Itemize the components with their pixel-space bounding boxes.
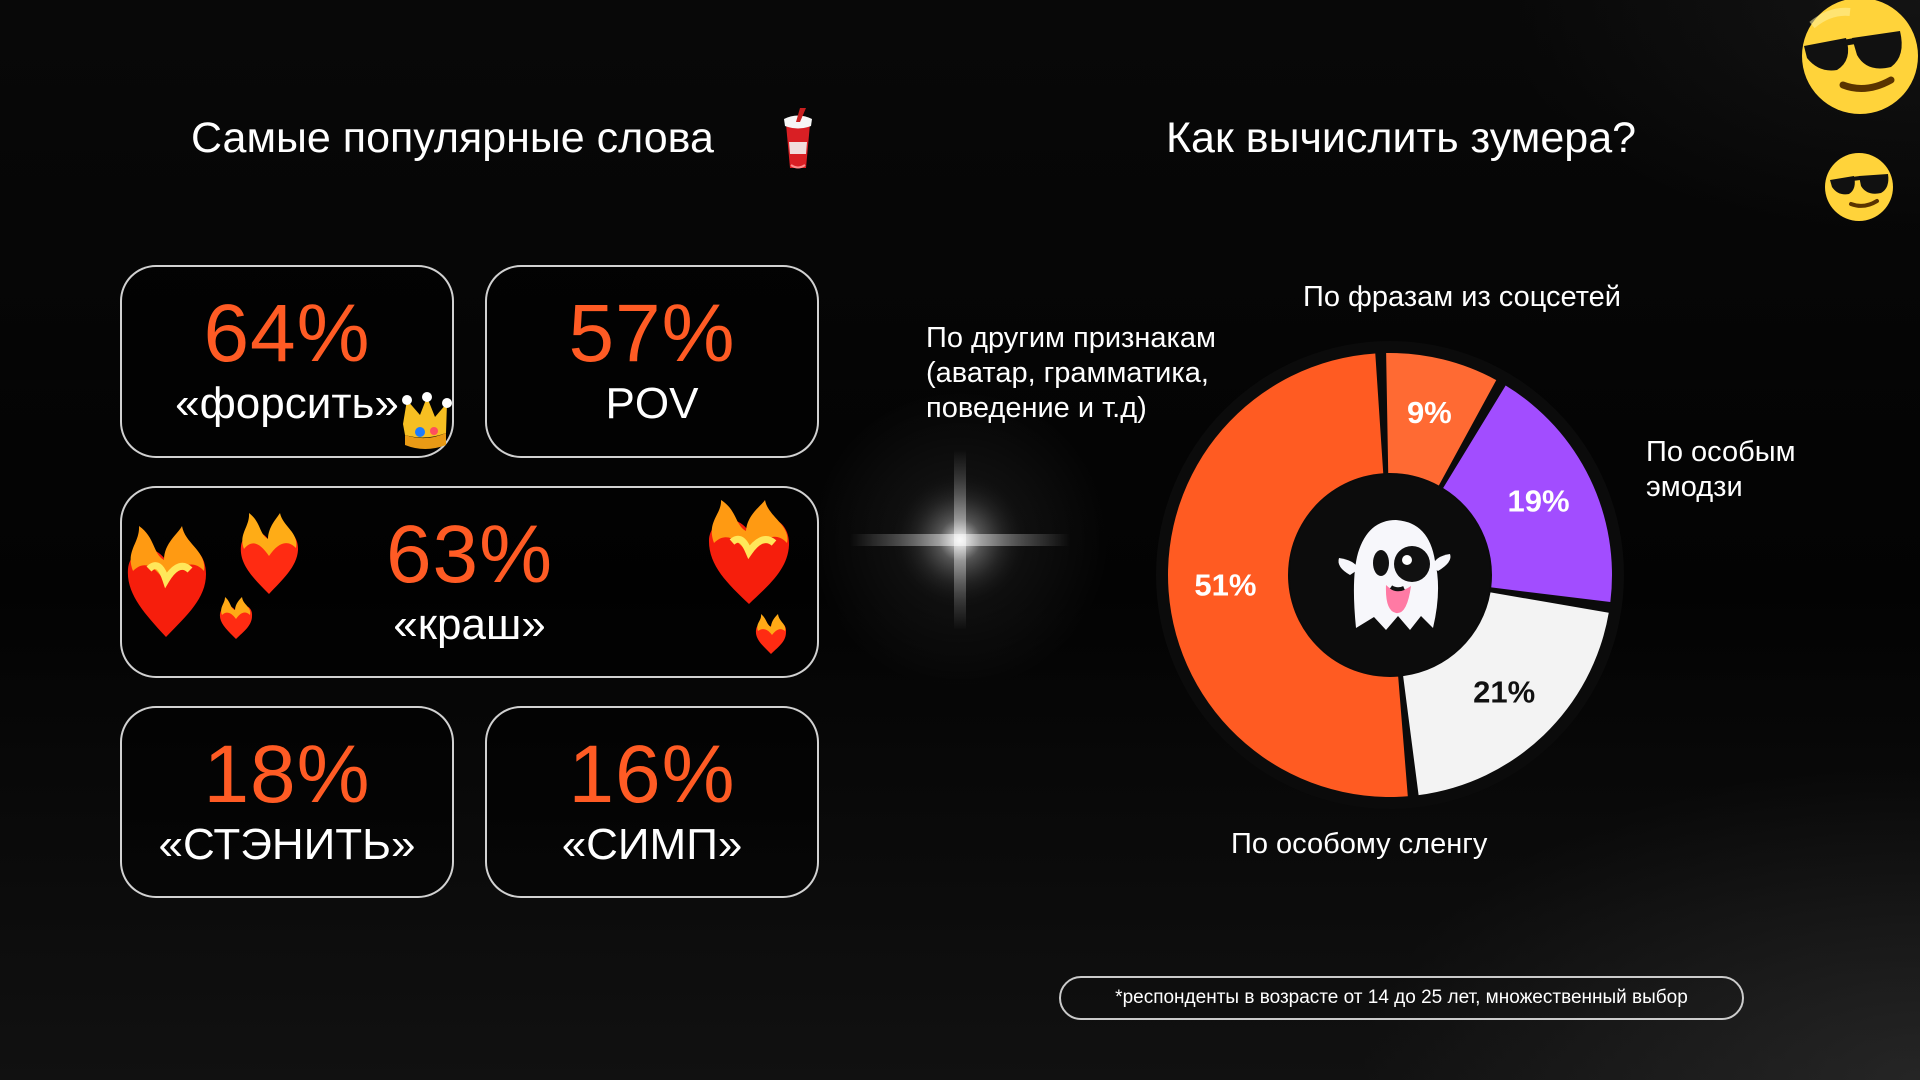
label-special-slang: По особому сленгу (1231, 828, 1488, 860)
donut-slice (1168, 353, 1408, 797)
donut-slice (1386, 353, 1497, 486)
burning-heart-icon (755, 614, 787, 654)
light-glow-decoration (850, 450, 1070, 630)
chart-title: Как вычислить зумера? (1166, 114, 1637, 162)
donut-slice (1443, 385, 1612, 603)
stat-card-stenit: 18% «СТЭНИТЬ» (120, 706, 454, 898)
stat-percent: 57% (568, 288, 736, 379)
zoomer-detection-donut-chart: 19% 21% 51% 9% (1156, 341, 1624, 809)
respondent-footnote: *респонденты в возрасте от 14 до 25 лет,… (1059, 976, 1744, 1020)
donut-slice-label: 51% (1194, 567, 1256, 602)
sunglasses-face-icon (1825, 153, 1893, 221)
burning-heart-icon (219, 597, 253, 639)
stat-word: «краш» (393, 600, 546, 649)
stat-word: «СТЭНИТЬ» (158, 820, 416, 869)
popular-words-title: Самые популярные слова (191, 114, 714, 162)
stat-word: «СИМП» (561, 820, 743, 869)
stat-word: POV (605, 379, 699, 428)
stat-percent: 18% (203, 729, 371, 820)
stat-card-forsit: 64% «форсить» (120, 265, 454, 458)
drink-cup-icon (784, 108, 812, 169)
stat-percent: 64% (203, 288, 371, 379)
donut-slice (1403, 592, 1609, 796)
donut-slice-label: 19% (1508, 483, 1570, 518)
label-special-emoji: По особым эмодзи (1646, 436, 1796, 503)
burning-heart-icon (240, 513, 299, 594)
stat-percent: 63% (385, 509, 554, 600)
burning-heart-icon (127, 526, 206, 637)
donut-slice-label: 9% (1407, 395, 1452, 430)
stat-card-krash: 63% «краш» (120, 486, 819, 678)
ghost-icon (1338, 520, 1451, 630)
label-social-phrases: По фразам из соцсетей (1303, 281, 1621, 313)
burning-heart-icon (708, 500, 790, 604)
stat-card-pov: 57% POV (485, 265, 819, 458)
stat-word: «форсить» (175, 379, 399, 428)
crown-icon (402, 392, 452, 449)
donut-slice-label: 21% (1473, 674, 1535, 709)
sunglasses-face-icon (1802, 0, 1918, 114)
stat-percent: 16% (568, 729, 736, 820)
stat-card-simp: 16% «СИМП» (485, 706, 819, 898)
label-other-signs: По другим признакам (аватар, грамматика,… (926, 322, 1216, 424)
